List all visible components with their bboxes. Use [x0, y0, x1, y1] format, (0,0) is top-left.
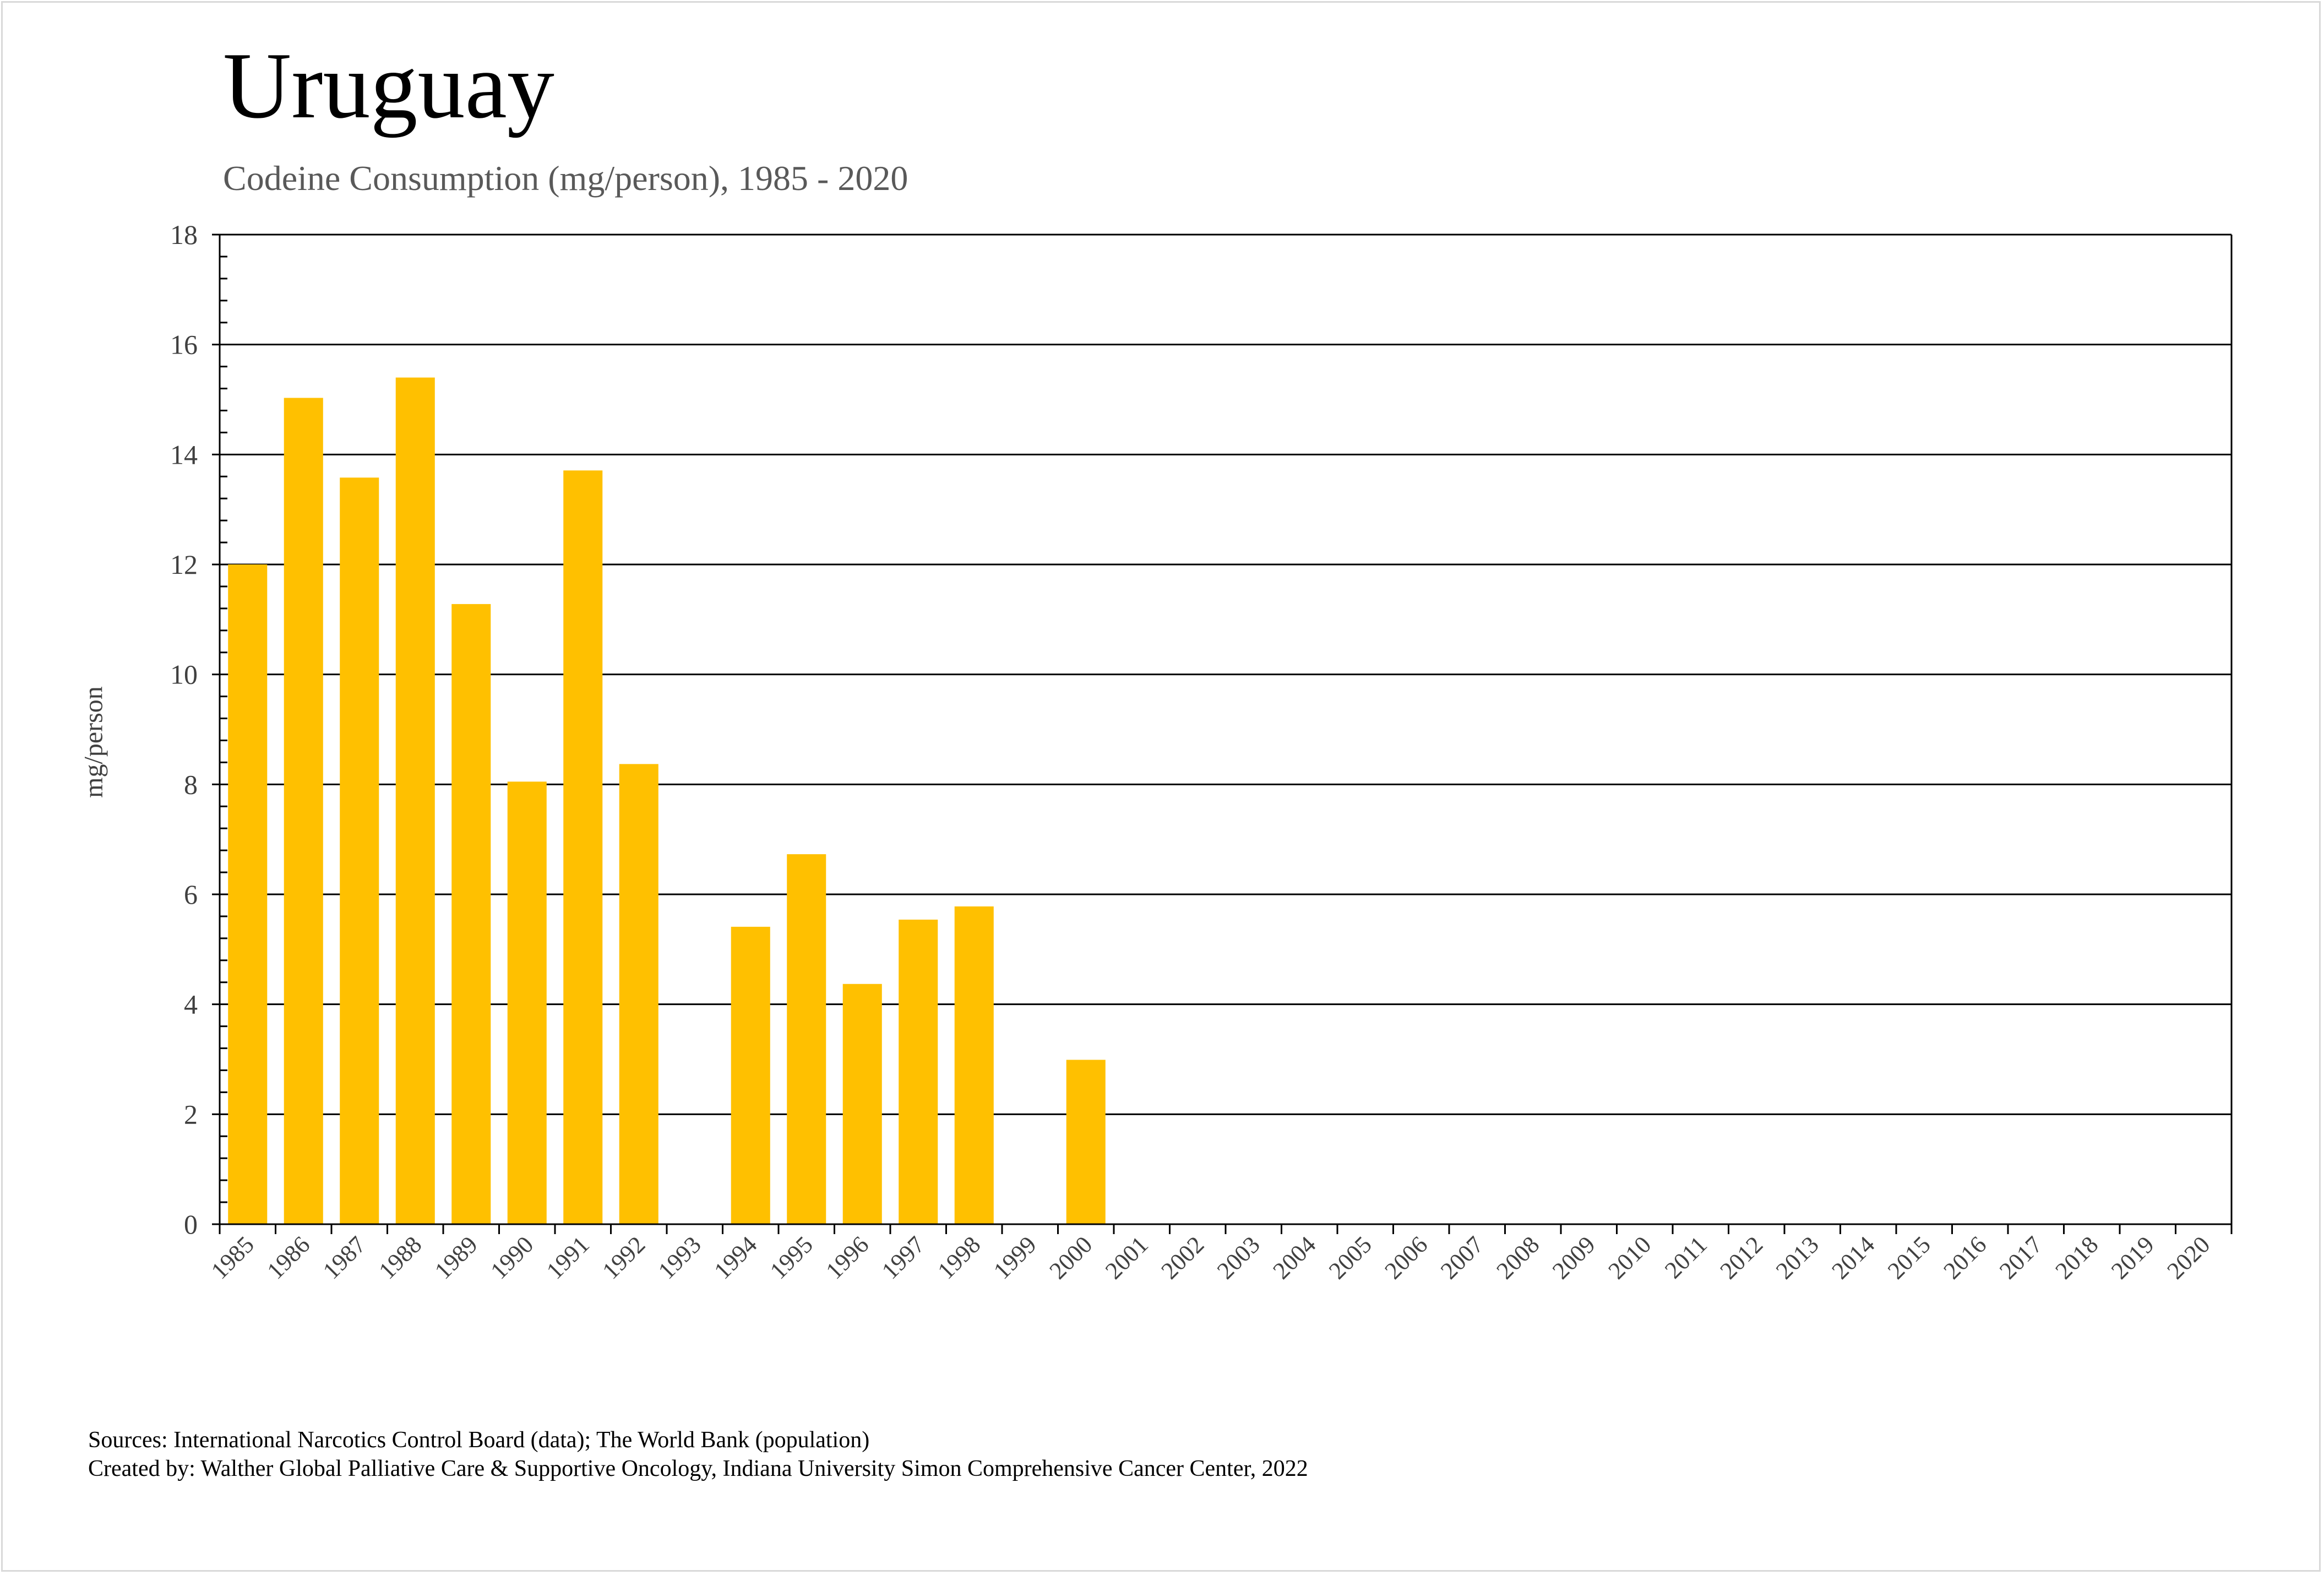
x-tick-label: 1987 — [318, 1231, 371, 1284]
x-tick-label: 2006 — [1379, 1231, 1433, 1284]
x-tick-label: 2018 — [2050, 1231, 2103, 1284]
x-tick-label: 2009 — [1547, 1231, 1601, 1284]
x-tick-label: 2016 — [1938, 1231, 1991, 1284]
bar-1998 — [954, 906, 994, 1224]
y-tick-label: 6 — [184, 879, 198, 910]
x-tick-label: 1997 — [877, 1231, 930, 1284]
bar-1990 — [507, 781, 547, 1224]
x-tick-label: 2017 — [1994, 1231, 2048, 1284]
x-tick-label: 1994 — [709, 1231, 762, 1284]
x-tick-label: 2019 — [2106, 1231, 2159, 1284]
bar-1997 — [899, 919, 938, 1224]
y-tick-label: 16 — [170, 329, 198, 360]
bar-1985 — [228, 564, 268, 1224]
x-tick-label: 1992 — [597, 1231, 650, 1284]
y-tick-label: 4 — [184, 989, 198, 1020]
x-tick-label: 2010 — [1603, 1231, 1656, 1284]
x-tick-label: 1986 — [262, 1231, 315, 1284]
y-tick-label: 8 — [184, 769, 198, 800]
bar-1996 — [842, 984, 882, 1224]
bar-1995 — [787, 854, 826, 1224]
x-tick-label: 2008 — [1491, 1231, 1544, 1284]
x-tick-label: 2011 — [1659, 1231, 1712, 1284]
bar-1994 — [731, 926, 770, 1224]
bar-1991 — [563, 470, 603, 1225]
x-tick-label: 1993 — [653, 1231, 706, 1284]
x-tick-label: 1991 — [541, 1231, 595, 1284]
created-by-note: Created by: Walther Global Palliative Ca… — [88, 1456, 1308, 1481]
x-tick-label: 1996 — [820, 1231, 874, 1284]
x-tick-label: 1995 — [765, 1231, 818, 1284]
bar-1989 — [451, 604, 491, 1224]
x-tick-label: 1999 — [988, 1231, 1042, 1284]
x-tick-label: 1989 — [429, 1231, 483, 1284]
x-tick-label: 2000 — [1044, 1231, 1097, 1284]
x-tick-label: 2002 — [1156, 1231, 1209, 1284]
x-tick-label: 2013 — [1771, 1231, 1824, 1284]
x-tick-label: 1998 — [932, 1231, 986, 1284]
bar-2000 — [1066, 1060, 1106, 1224]
bar-1992 — [619, 764, 658, 1224]
y-tick-label: 12 — [170, 549, 198, 580]
bar-1987 — [340, 477, 379, 1224]
y-tick-label: 14 — [170, 439, 198, 470]
bar-1986 — [284, 398, 323, 1224]
chart-subtitle: Codeine Consumption (mg/person), 1985 - … — [223, 159, 908, 198]
x-tick-label: 1990 — [485, 1231, 538, 1284]
x-tick-label: 2020 — [2162, 1231, 2215, 1284]
x-tick-label: 2014 — [1826, 1231, 1880, 1284]
y-tick-label: 18 — [170, 219, 198, 250]
x-tick-label: 2012 — [1715, 1231, 1768, 1284]
x-tick-label: 2003 — [1212, 1231, 1265, 1284]
chart-title: Uruguay — [223, 34, 554, 138]
y-tick-label: 10 — [170, 659, 198, 690]
x-tick-label: 2001 — [1100, 1231, 1153, 1284]
x-tick-label: 2015 — [1882, 1231, 1936, 1284]
x-tick-label: 2005 — [1324, 1231, 1377, 1284]
sources-note: Sources: International Narcotics Control… — [88, 1427, 870, 1453]
x-tick-label: 1985 — [206, 1231, 259, 1284]
x-tick-label: 2004 — [1267, 1231, 1321, 1284]
y-tick-label: 0 — [184, 1209, 198, 1240]
bar-1988 — [395, 377, 435, 1224]
x-tick-label: 2007 — [1435, 1231, 1489, 1284]
x-tick-label: 1988 — [373, 1231, 427, 1284]
y-tick-label: 2 — [184, 1099, 198, 1129]
